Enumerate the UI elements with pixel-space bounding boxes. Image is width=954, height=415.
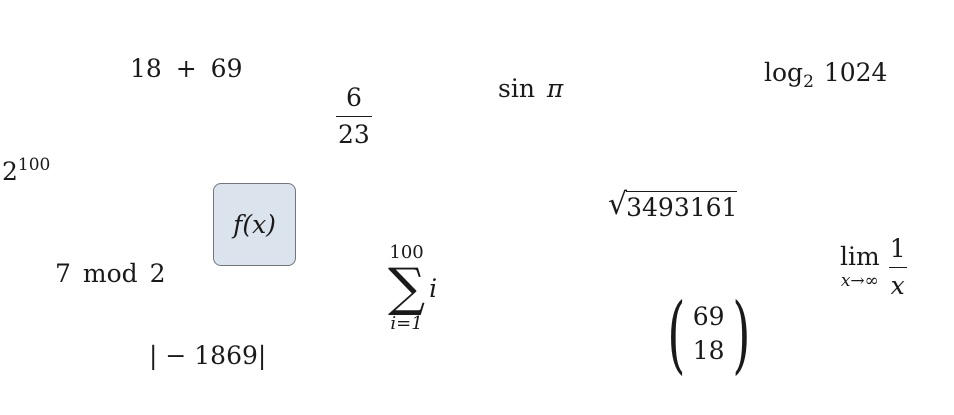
expr-limit[interactable]: lim x→∞ 1 x <box>840 236 908 298</box>
limit-denominator: x <box>888 267 907 298</box>
power-base: 2 <box>2 157 18 186</box>
expr-binomial[interactable]: ( 69 18 ) <box>660 292 757 376</box>
addend-left: 18 <box>130 54 162 83</box>
mod-operator: mod <box>82 259 138 288</box>
plus-operator: + <box>175 54 197 83</box>
expr-square-root[interactable]: √ 3493161 <box>608 187 738 222</box>
log-base: 2 <box>803 72 814 92</box>
sine-function: sin <box>498 74 535 103</box>
expr-summation[interactable]: 100 ∑ i=1 i <box>388 244 437 333</box>
expr-logarithm[interactable]: log2 1024 <box>764 58 888 91</box>
sigma-icon: ∑ <box>388 258 426 318</box>
log-argument: 1024 <box>823 58 888 87</box>
left-paren-icon: ( <box>667 285 686 383</box>
function-button[interactable]: f(x) <box>213 183 296 266</box>
fraction: 6 23 <box>336 85 372 147</box>
expr-fraction[interactable]: 6 23 <box>336 85 372 147</box>
sine-argument: π <box>546 74 564 103</box>
expr-sine[interactable]: sin π <box>498 76 563 101</box>
log-function: log <box>764 58 804 87</box>
right-paren-icon: ) <box>731 285 750 383</box>
absolute-value-text: | − 1869| <box>149 341 267 370</box>
limit-fraction: 1 x <box>888 236 908 298</box>
limit-operator: lim <box>840 242 880 271</box>
square-root: √ 3493161 <box>608 187 738 222</box>
summation-term: i <box>429 274 438 304</box>
binomial: ( 69 18 ) <box>660 292 757 376</box>
limit-subscript: x→∞ <box>840 271 879 291</box>
limit: lim x→∞ <box>840 244 880 290</box>
addend-right: 69 <box>210 54 243 83</box>
expr-power[interactable]: 2100 <box>2 157 50 186</box>
summation-upper-limit: 100 <box>389 242 424 263</box>
binomial-top: 69 <box>692 302 725 332</box>
expr-addition[interactable]: 18 + 69 <box>130 56 242 81</box>
expr-absolute-value[interactable]: | − 1869| <box>149 343 266 368</box>
limit-numerator: 1 <box>889 234 906 263</box>
mod-left: 7 <box>55 259 71 288</box>
fraction-denominator: 23 <box>336 116 372 147</box>
expr-modulo[interactable]: 7 mod 2 <box>55 261 165 286</box>
mod-right: 2 <box>149 259 166 288</box>
summation-lower-limit: i=1 <box>390 313 423 335</box>
fraction-numerator: 6 <box>345 83 362 112</box>
binomial-stack: 69 18 <box>693 300 725 368</box>
function-button-label: f(x) <box>233 210 276 239</box>
radical-sign-icon: √ <box>608 187 628 222</box>
radicand: 3493161 <box>626 191 738 222</box>
binomial-bottom: 18 <box>692 336 725 365</box>
summation: 100 ∑ i=1 <box>388 244 425 333</box>
power-exponent: 100 <box>17 155 51 175</box>
